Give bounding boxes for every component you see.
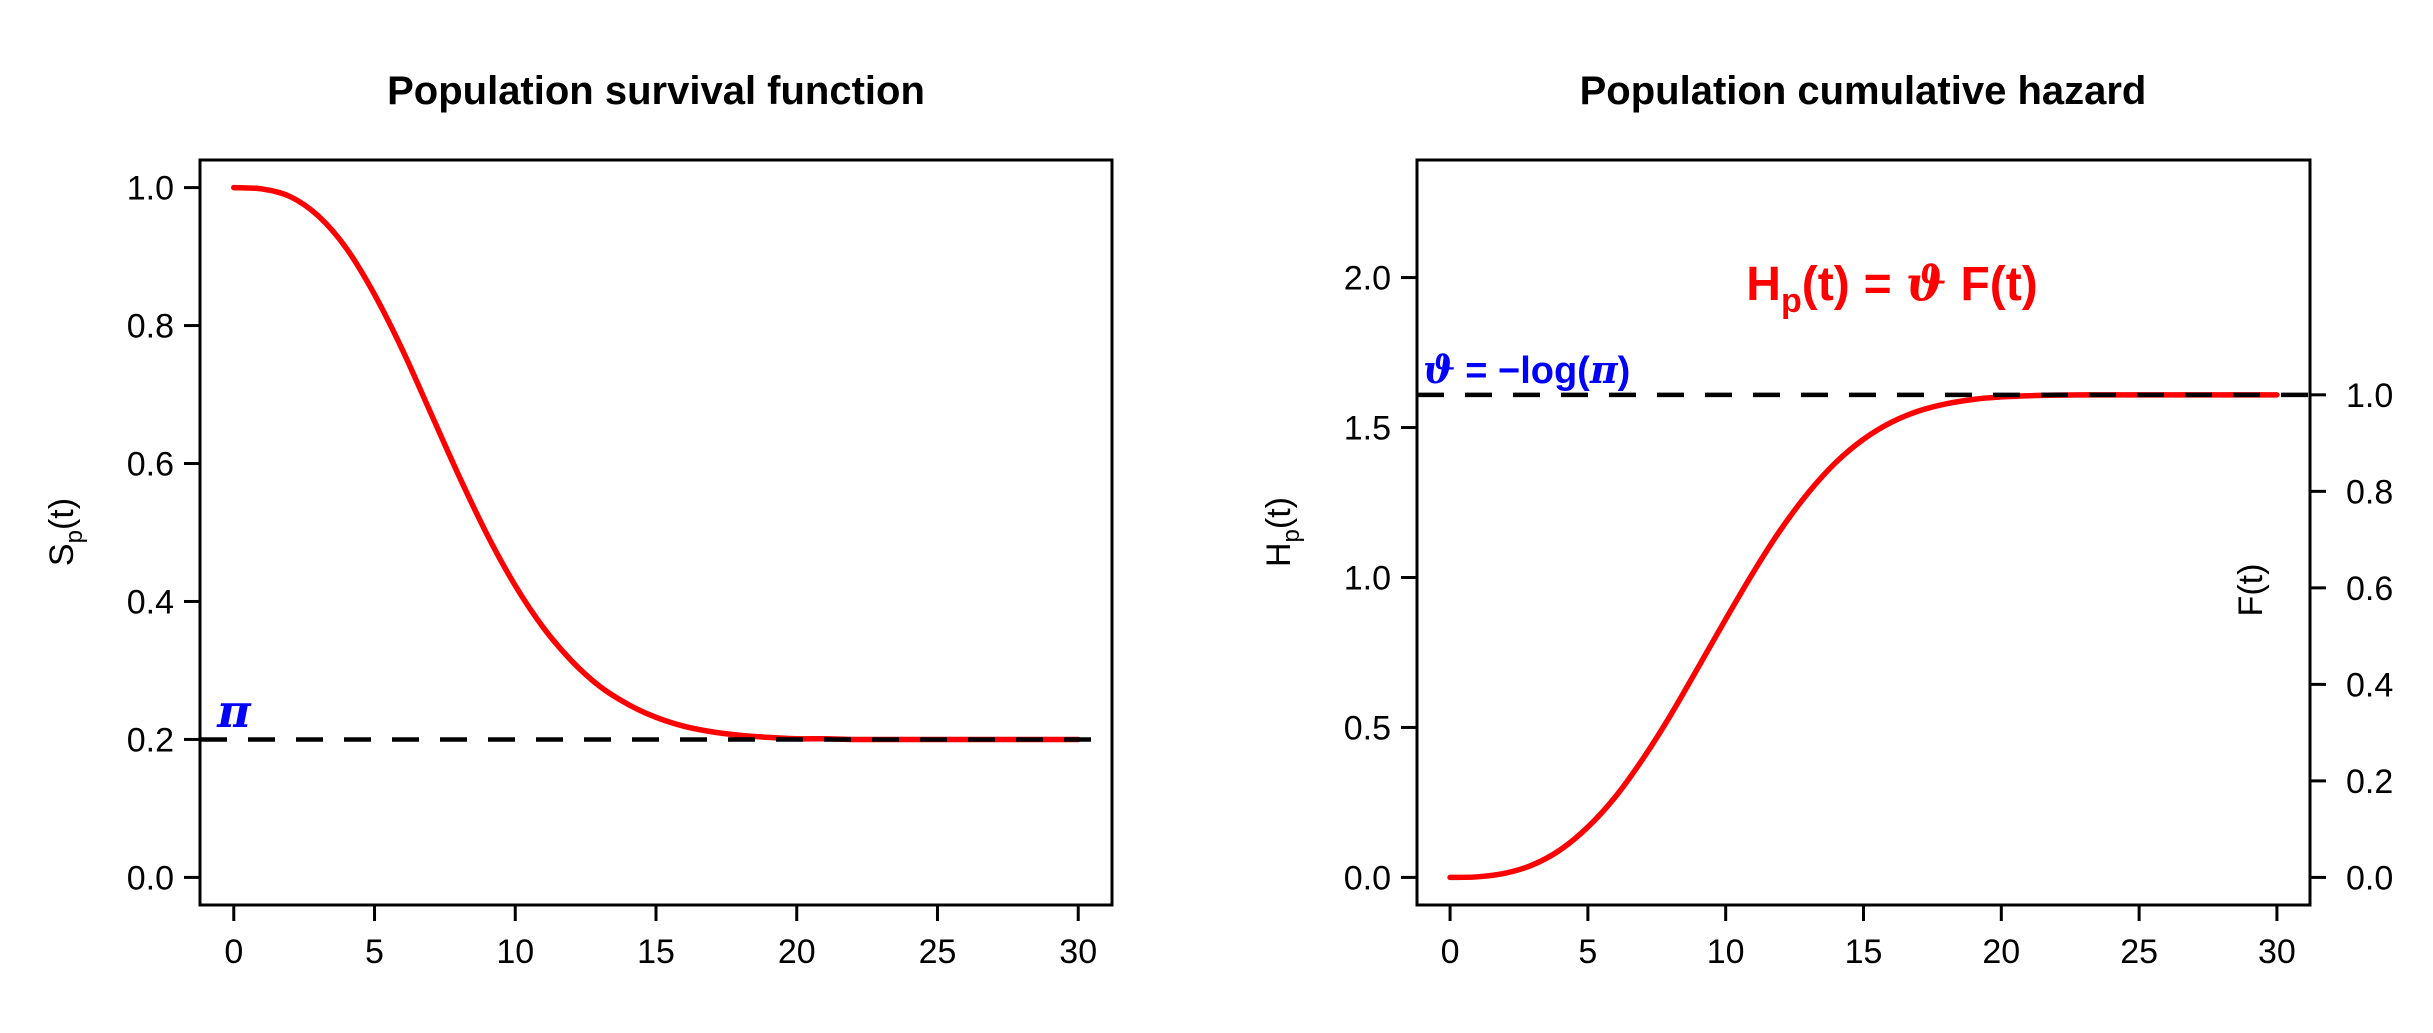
- panel-title: Population survival function: [387, 69, 925, 113]
- y2-tick-label: 1.0: [2346, 377, 2393, 415]
- right-panel: Population cumulative hazard 0 5 10 15 20 25 3…: [1260, 69, 2393, 971]
- x-tick-label: 30: [2258, 933, 2296, 971]
- x-tick-label: 0: [1441, 933, 1460, 971]
- x-tick-label: 25: [2120, 933, 2158, 971]
- y2-tick-label: 0.6: [2346, 570, 2393, 608]
- y-tick-label: 0.6: [127, 446, 174, 484]
- left-panel: Population survival function 0 5 10 15 20 25 3…: [43, 69, 1114, 971]
- y-tick-label: 0.2: [127, 721, 174, 759]
- y-tick-label: 2.0: [1344, 260, 1391, 298]
- x-tick-label: 0: [224, 933, 243, 971]
- y-tick-label: 1.0: [127, 170, 174, 208]
- x-tick-label: 10: [496, 933, 534, 971]
- cumulative-hazard-curve: [1447, 392, 2280, 881]
- y-tick-label: 1.5: [1344, 410, 1391, 448]
- theta-annotation: ϑ = −log(π): [1423, 347, 1630, 392]
- y-axis-label: Hp(t): [1260, 497, 1305, 567]
- x-tick-label: 10: [1707, 933, 1745, 971]
- y-tick-label: 0.0: [127, 859, 174, 897]
- x-tick-label: 5: [365, 933, 384, 971]
- x-tick-label: 20: [778, 933, 816, 971]
- y-tick-label: 0.5: [1344, 709, 1391, 747]
- axes: 0 5 10 15 20 25 30 0.0 0.5 1.0 1.5 2.0 0.0 0.2 0.4 0.6 0…: [1344, 260, 2394, 971]
- survival-curve: [231, 184, 1081, 743]
- y2-tick-label: 0.0: [2346, 859, 2393, 897]
- pi-annotation: π: [216, 684, 252, 738]
- panel-title: Population cumulative hazard: [1580, 69, 2147, 113]
- x-tick-label: 15: [637, 933, 675, 971]
- x-tick-label: 20: [1982, 933, 2020, 971]
- y-tick-label: 0.4: [127, 583, 174, 621]
- y-tick-label: 1.0: [1344, 559, 1391, 597]
- y2-tick-label: 0.2: [2346, 763, 2393, 801]
- y-tick-label: 0.0: [1344, 859, 1391, 897]
- y-tick-label: 0.8: [127, 308, 174, 346]
- axes: 0 5 10 15 20 25 30 0.0 0.2 0.4 0.6 0.8 1.0: [127, 170, 1097, 971]
- formula-annotation: Hp(t) = ϑ F(t): [1746, 256, 2037, 320]
- y-axis-label: Sp(t): [43, 498, 88, 566]
- y2-tick-label: 0.4: [2346, 666, 2393, 704]
- y2-tick-label: 0.8: [2346, 473, 2393, 511]
- x-tick-label: 30: [1059, 933, 1097, 971]
- x-tick-label: 5: [1578, 933, 1597, 971]
- plot-frame: [198, 158, 1114, 907]
- x-tick-label: 15: [1845, 933, 1883, 971]
- x-tick-label: 25: [919, 933, 957, 971]
- y2-axis-label: F(t): [2232, 564, 2270, 617]
